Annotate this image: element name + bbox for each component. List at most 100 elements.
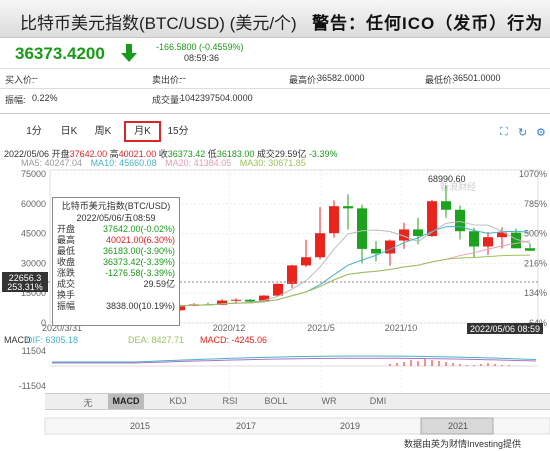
tab-daily[interactable]: 日K — [60, 126, 78, 137]
candle-body — [455, 209, 465, 232]
candle-body — [245, 299, 255, 302]
candle-body — [357, 208, 367, 249]
candle-tooltip: 比特币美元指数(BTC/USD) 2022/05/06/五08:59 开盘 376… — [52, 197, 180, 326]
indicator-tab-wr[interactable]: WR — [321, 396, 337, 406]
candle-body — [427, 201, 437, 236]
candle-body — [231, 299, 241, 301]
period-tabs: 1分 日K 周K 月K 15分 ⛶ ↻ ⚙ — [0, 118, 550, 144]
timeline-year-label: 2021 — [448, 421, 468, 431]
timeline-year-label: 2019 — [340, 421, 360, 431]
refresh-icon[interactable]: ↻ — [518, 127, 528, 139]
volume-value: 1042397504.0000 — [180, 93, 253, 103]
tooltip-key: 开盘 — [57, 224, 76, 234]
timeline-year-label: 2015 — [130, 421, 150, 431]
candle-body — [175, 305, 185, 311]
tooltip-value: 36183.00(-3.90%) — [102, 246, 175, 256]
candle-body — [469, 231, 479, 247]
ma30-line — [179, 254, 531, 307]
y-tick-right-label: 785% — [524, 199, 547, 209]
ohlc-info-line: 2022/05/06 开盘37642.00 高40021.00 收36373.4… — [4, 149, 338, 159]
tooltip-value: 37642.00(-0.02%) — [102, 224, 175, 234]
candle-body — [413, 229, 423, 236]
tooltip-value: 3838.00(10.19%) — [105, 301, 175, 311]
y-tick-label: 0 — [41, 318, 46, 328]
price-change: -166.5800 (-0.4559%) — [156, 42, 244, 52]
tooltip-key: 涨跌 — [57, 268, 76, 278]
y-tick-label: 60000 — [21, 199, 46, 209]
macd-dif: DIF: 6305.18 — [26, 335, 78, 345]
y-tick-right-label: 1070% — [519, 169, 547, 179]
settings-icon[interactable]: ⚙ — [536, 127, 546, 139]
tooltip-key: 收盘 — [57, 257, 76, 267]
indicator-tab-rsi[interactable]: RSI — [222, 396, 238, 406]
macd-label: MACD — [4, 335, 31, 345]
low-value: 36501.0000 — [453, 73, 501, 83]
tooltip-row: 换手 — [57, 290, 175, 301]
tooltip-row: 成交 29.59亿 — [57, 279, 175, 290]
data-source-footer: 数据由英为财情Investing提供 — [404, 439, 522, 449]
tooltip-value: 36373.42(-3.39%) — [102, 257, 175, 267]
macd-top-tick: 11504 — [22, 346, 46, 356]
tab-monthly[interactable]: 月K — [124, 121, 161, 142]
tab-weekly[interactable]: 周K — [94, 126, 112, 137]
indicator-tab-dmi[interactable]: DMI — [369, 396, 387, 406]
macd-dea: DEA: 8427.71 — [128, 335, 184, 345]
candle-body — [259, 295, 269, 302]
candle-body — [497, 232, 507, 238]
high-label: 最高价: — [289, 75, 319, 85]
warning-banner: 警告：任何ICO（发币）行为 — [312, 14, 544, 33]
price-tag — [2, 272, 48, 292]
y-tick-right-label: 216% — [524, 258, 547, 268]
tooltip-key: 换手 — [57, 290, 76, 300]
indicator-tab-kdj[interactable]: KDJ — [169, 396, 187, 406]
candle-body — [287, 265, 297, 284]
y-tick-right-label: 500% — [524, 229, 547, 239]
candle-body — [315, 233, 325, 258]
y-tick-label: 30000 — [21, 258, 46, 268]
tab-1min[interactable]: 1分 — [26, 126, 42, 137]
macd-bottom-tick: -11504 — [19, 381, 46, 391]
price-bar: 36373.4200 -166.5800 (-0.4559%) 08:59:36 — [0, 38, 550, 66]
tab-15min[interactable]: 15分 — [167, 126, 189, 137]
y-tick-label: 15000 — [21, 288, 46, 298]
amplitude-label: 振幅: — [5, 95, 26, 105]
indicator-tab-macd[interactable]: MACD — [108, 394, 144, 409]
price-tag-pct: 253.31% — [7, 282, 43, 292]
candle-body — [329, 206, 339, 234]
candle-body — [273, 283, 283, 296]
tooltip-key: 最高 — [57, 235, 76, 245]
bid-value: -- — [32, 73, 38, 83]
price-tag-value: 22656.3 — [9, 273, 42, 283]
amplitude-value: 0.22% — [32, 93, 58, 103]
tooltip-row: 最低 36183.00(-3.90%) — [57, 246, 175, 257]
x-tick-2021-5: 2021/5 — [307, 323, 335, 333]
stats-row-1: 买入价: -- 卖出价: -- 最高价: 36582.0000 最低价: 365… — [0, 68, 550, 87]
tooltip-date: 2022/05/06/五08:59 — [76, 213, 156, 223]
expand-icon[interactable]: ⛶ — [500, 126, 508, 138]
ma5-value: MA5: 40247.04 — [21, 158, 83, 168]
watermark-text: 新浪财经 — [440, 181, 476, 192]
bid-label: 买入价: — [5, 75, 35, 85]
x-tick-2020-12: 2020/12 — [213, 323, 246, 333]
x-tick-2021-10: 2021/10 — [385, 323, 418, 333]
tooltip-row: 最高 40021.00(6.30%) — [57, 235, 175, 246]
indicator-tabs: 无 MACD KDJ RSI BOLL WR DMI — [45, 393, 550, 410]
ask-label: 卖出价: — [152, 75, 182, 85]
low-label: 最低价: — [425, 75, 455, 85]
high-value: 36582.0000 — [317, 73, 365, 83]
ma20-value: MA20: 41384.05 — [165, 158, 232, 168]
macd-dea-line — [52, 357, 537, 364]
candle-body — [343, 206, 353, 209]
tooltip-value: 40021.00(6.30%) — [105, 235, 175, 245]
candle-body — [441, 201, 451, 210]
indicator-tab-无[interactable]: 无 — [83, 398, 93, 408]
candle-body — [217, 300, 227, 305]
chart-panel: 1分 日K 周K 月K 15分 ⛶ ↻ ⚙ — [0, 113, 550, 451]
ma30-value: MA30: 30671.85 — [239, 158, 306, 168]
y-tick-label: 45000 — [21, 229, 46, 239]
indicator-tab-boll[interactable]: BOLL — [264, 396, 288, 406]
timeline-selection — [420, 417, 494, 435]
x-current-label: 2022/05/06 08:59 — [470, 324, 540, 334]
tooltip-title: 比特币美元指数(BTC/USD) — [61, 201, 171, 211]
